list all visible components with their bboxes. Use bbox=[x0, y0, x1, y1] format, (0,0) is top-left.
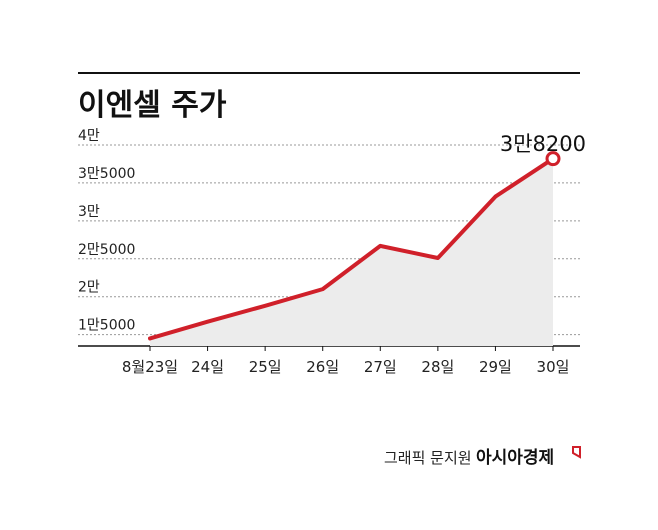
x-axis-ticks: 8월23일 24일 25일 26일 27일 28일 29일 30일 bbox=[122, 346, 570, 376]
brand-logo-icon bbox=[572, 446, 581, 459]
x-tick-label: 26일 bbox=[306, 358, 339, 376]
x-tick-label: 30일 bbox=[537, 358, 570, 376]
x-tick-label: 24일 bbox=[191, 358, 224, 376]
y-tick-label: 1만5000 bbox=[78, 318, 135, 334]
y-tick-label: 2만 bbox=[78, 280, 100, 296]
y-tick-label: 3만 bbox=[78, 204, 100, 220]
chart-title: 이엔셀 주가 bbox=[78, 88, 227, 123]
credit-text: 그래픽 문지원 bbox=[384, 449, 472, 467]
credit-brand: 아시아경제 bbox=[476, 448, 554, 468]
x-tick-label: 27일 bbox=[364, 358, 397, 376]
x-tick-label: 8월23일 bbox=[122, 358, 178, 376]
x-tick-label: 29일 bbox=[479, 358, 512, 376]
x-tick-label: 28일 bbox=[421, 358, 454, 376]
series-line-layer bbox=[148, 151, 561, 341]
area-fill bbox=[150, 158, 553, 346]
series-line bbox=[148, 156, 555, 341]
y-tick-label: 2만5000 bbox=[78, 242, 135, 258]
last-point-marker bbox=[545, 151, 561, 167]
y-axis-ticks: 1만5000 2만 2만5000 3만 3만5000 4만 bbox=[78, 128, 135, 334]
y-tick-label: 4만 bbox=[78, 128, 100, 144]
area-shape bbox=[150, 158, 553, 346]
x-tick-label: 25일 bbox=[249, 358, 282, 376]
y-tick-label: 3만5000 bbox=[78, 166, 135, 182]
last-value-annotation: 3만8200 bbox=[500, 132, 586, 156]
